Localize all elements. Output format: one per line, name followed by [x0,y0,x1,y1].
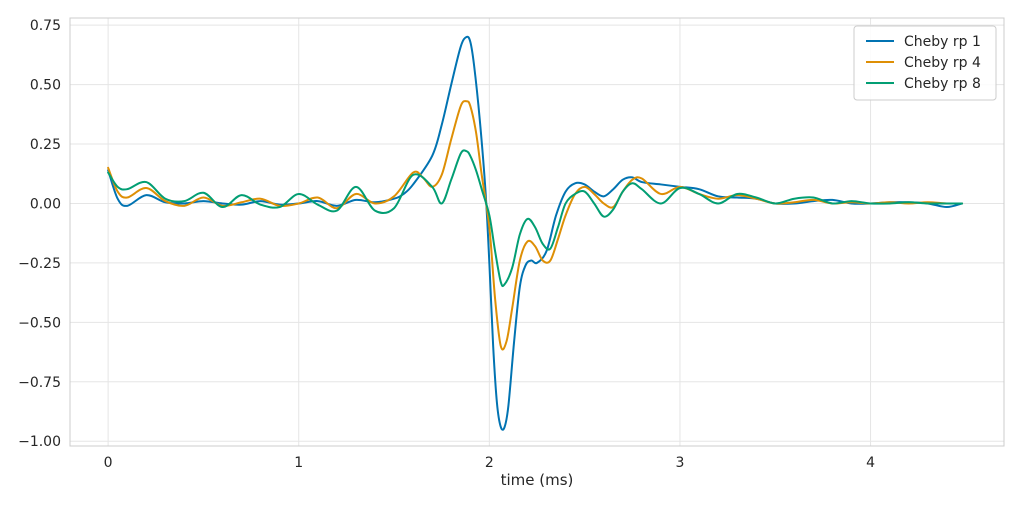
x-tick-label: 3 [675,455,684,471]
y-tick-label: 0.25 [30,137,61,153]
y-tick-label: −0.50 [18,315,61,331]
legend-box [853,25,997,101]
x-axis-label: time (ms) [501,471,574,489]
x-tick-label: 2 [485,455,494,471]
x-tick-label: 1 [294,455,303,471]
series-layer [107,35,964,431]
legend: Cheby rp 1 Cheby rp 4 Cheby rp 8 [853,25,997,101]
y-tick-label: −1.00 [18,434,61,450]
y-tick-label: −0.25 [18,256,61,272]
plot-frame [69,17,1005,447]
legend-label: Cheby rp 8 [904,76,981,92]
legend-label: Cheby rp 1 [904,34,981,50]
y-tick-label: −0.75 [18,375,61,391]
tick-labels: 0 1 2 3 4 0.75 0.50 0.25 0.00 −0.25 −0.50 −0.75 −1.0… [18,18,875,471]
series-line-3 [107,149,964,288]
x-tick-label: 0 [104,455,113,471]
y-tick-label: 0.50 [30,78,61,94]
x-tick-label: 4 [866,455,875,471]
y-tick-label: 0.00 [30,196,61,212]
y-tick-label: 0.75 [30,18,61,34]
legend-label: Cheby rp 4 [904,55,981,71]
